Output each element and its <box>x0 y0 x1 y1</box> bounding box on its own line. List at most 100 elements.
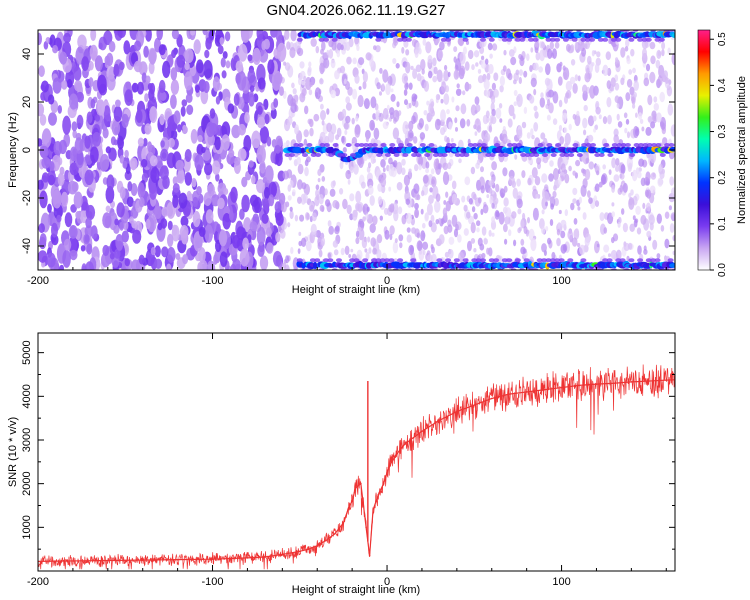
spectrogram-speckle <box>504 216 511 225</box>
spectrogram-speckle <box>488 187 493 194</box>
spectrogram-band-halo <box>645 37 652 42</box>
spectrogram-speckle <box>552 190 557 198</box>
spectrogram-speckle <box>414 202 419 210</box>
spectrogram-speckle <box>145 75 151 84</box>
spectrogram-speckle <box>368 247 372 254</box>
spectrogram-speckle <box>642 202 646 209</box>
spectrogram-speckle <box>422 38 427 46</box>
spectrogram-speckle <box>545 63 551 76</box>
snr-point <box>543 388 545 391</box>
spectrogram-speckle <box>572 83 578 94</box>
spectrogram-speckle <box>499 85 504 93</box>
spectrogram-speckle <box>508 229 512 237</box>
spectrogram-speckle <box>615 57 619 63</box>
spectrogram-speckle <box>301 88 307 97</box>
spectrogram-speckle <box>620 164 626 175</box>
spectrogram-speckle <box>542 191 550 202</box>
spectrogram-speckle <box>454 117 458 124</box>
spectrogram-speckle <box>265 227 272 237</box>
spectrogram-speckle <box>539 218 545 230</box>
spectrogram-speckle <box>547 48 553 59</box>
spectrogram-speckle <box>645 63 651 72</box>
spectrogram-speckle <box>118 61 125 71</box>
spectrogram-speckle <box>171 49 177 59</box>
snr-y-axis-label: SNR (10 * v/v) <box>7 417 19 487</box>
spectrogram-speckle <box>345 102 352 111</box>
spectrogram-speckle <box>502 167 508 177</box>
spectrogram-speckle <box>150 167 160 183</box>
spectrogram-band-mark <box>669 146 675 152</box>
spectrogram-speckle <box>324 188 328 196</box>
spectrogram-speckle <box>473 212 478 220</box>
spectrogram-band-halo <box>584 37 591 42</box>
spectrogram-speckle <box>251 130 261 149</box>
spectrogram-speckle <box>334 70 340 80</box>
spectrogram-speckle <box>625 39 630 48</box>
spectrogram-band-halo <box>520 153 527 157</box>
spectrogram-speckle <box>408 168 412 173</box>
spectrogram-speckle <box>633 219 638 228</box>
spectrogram-speckle <box>613 174 620 182</box>
spectrogram-band-halo <box>314 258 321 263</box>
spectrogram-speckle <box>421 68 425 75</box>
spectrogram-speckle <box>224 31 231 42</box>
spectrogram-band-halo <box>375 258 382 263</box>
spectrogram-band-mark <box>669 263 675 268</box>
spectrogram-speckle <box>319 131 326 143</box>
spectrogram-speckle <box>221 70 227 79</box>
spectrogram-speckle <box>521 170 526 179</box>
spectrogram-speckle <box>357 203 363 213</box>
spectrogram-speckle <box>554 197 559 207</box>
spectrogram-band-halo <box>502 153 509 157</box>
colorbar: 0.0 0.1 0.2 0.3 0.4 0.5 Normalized spectral a… <box>697 29 748 277</box>
spectrogram-speckle <box>411 227 417 234</box>
spectrogram-speckle <box>145 218 151 230</box>
snr-point <box>307 548 310 550</box>
spectrogram-speckle <box>569 76 576 85</box>
spectrogram-speckle <box>643 248 648 255</box>
spectrogram-speckle <box>477 237 483 247</box>
spectrogram-speckle <box>154 206 162 219</box>
snr-point <box>107 559 109 562</box>
spectrogram-band-halo <box>462 258 469 263</box>
spectrogram-speckle <box>466 119 471 127</box>
spectrogram-band-halo <box>296 37 303 42</box>
spectrogram-speckle <box>257 77 266 90</box>
spectrogram-speckle <box>430 214 435 223</box>
spectrogram-speckle <box>303 138 308 147</box>
spectrogram-speckle <box>403 89 408 96</box>
spectrogram-speckle <box>106 74 116 91</box>
spectrogram-speckle <box>161 206 169 217</box>
spectrogram-y-tick-label: -40 <box>21 238 33 254</box>
spectrogram-speckle <box>488 125 493 133</box>
spectrogram-speckle <box>668 205 673 211</box>
spectrogram-band-halo <box>537 143 544 147</box>
spectrogram-speckle <box>554 41 560 49</box>
spectrogram-speckle <box>530 47 534 53</box>
spectrogram-speckle <box>501 133 508 145</box>
spectrogram-speckle <box>289 206 293 212</box>
spectrogram-speckle <box>291 191 296 196</box>
spectrogram-speckle <box>446 137 450 145</box>
snr-point <box>382 482 385 485</box>
spectrogram-band-halo <box>384 153 391 157</box>
spectrogram-band-halo <box>376 153 383 157</box>
spectrogram-x-tick-label: 100 <box>552 275 570 287</box>
spectrogram-speckle <box>643 245 647 251</box>
snr-x-tick-label: 0 <box>384 576 390 588</box>
spectrogram-speckle <box>624 46 629 52</box>
snr-point <box>354 487 357 489</box>
spectrogram-speckle <box>377 196 383 206</box>
spectrogram-speckle <box>490 116 497 125</box>
spectrogram-speckle <box>405 49 410 56</box>
spectrogram-speckle <box>162 175 170 189</box>
spectrogram-speckle <box>422 241 429 250</box>
spectrogram-speckle <box>104 55 111 66</box>
spectrogram-speckle <box>444 64 448 71</box>
spectrogram-speckle <box>433 37 436 42</box>
spectrogram-speckle <box>443 200 447 205</box>
snr-point <box>316 544 319 547</box>
spectrogram-band-halo <box>580 258 587 263</box>
spectrogram-speckle <box>538 66 543 73</box>
